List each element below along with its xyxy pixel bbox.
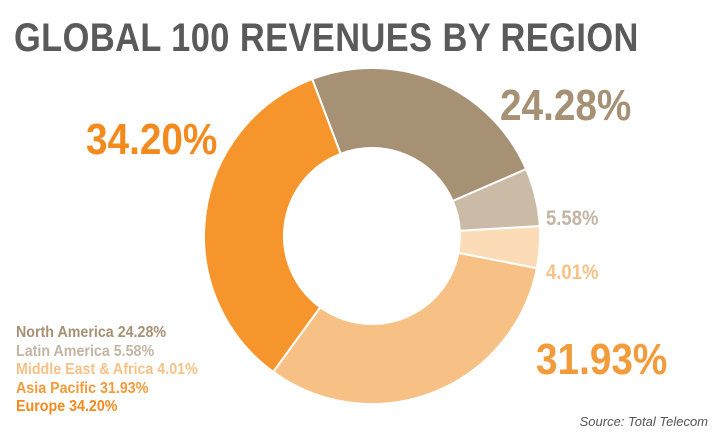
slice-label-asia-pacific: 31.93% bbox=[536, 335, 668, 384]
slice-label-latin-america: 5.58% bbox=[546, 207, 599, 230]
slice-europe bbox=[203, 77, 342, 374]
chart-title: GLOBAL 100 REVENUES BY REGION bbox=[14, 16, 639, 60]
legend-item-middle-east-africa: Middle East & Africa 4.01% bbox=[16, 361, 198, 378]
slice-label-middle-east-africa: 4.01% bbox=[546, 261, 599, 284]
legend-item-asia-pacific: Asia Pacific 31.93% bbox=[16, 379, 149, 397]
legend-item-europe: Europe 34.20% bbox=[16, 398, 118, 415]
slice-asia-pacific bbox=[271, 251, 539, 405]
donut-hole bbox=[285, 149, 459, 323]
slice-label-europe: 34.20% bbox=[86, 115, 218, 164]
slice-north-america bbox=[310, 67, 528, 203]
source-note: Source: Total Telecom bbox=[579, 414, 708, 429]
legend: North America 24.28% Latin America 5.58% M… bbox=[16, 324, 214, 417]
legend-item-latin-america: Latin America 5.58% bbox=[16, 342, 155, 360]
legend-item-north-america: North America 24.28% bbox=[16, 324, 167, 341]
slice-label-north-america: 24.28% bbox=[500, 81, 632, 130]
